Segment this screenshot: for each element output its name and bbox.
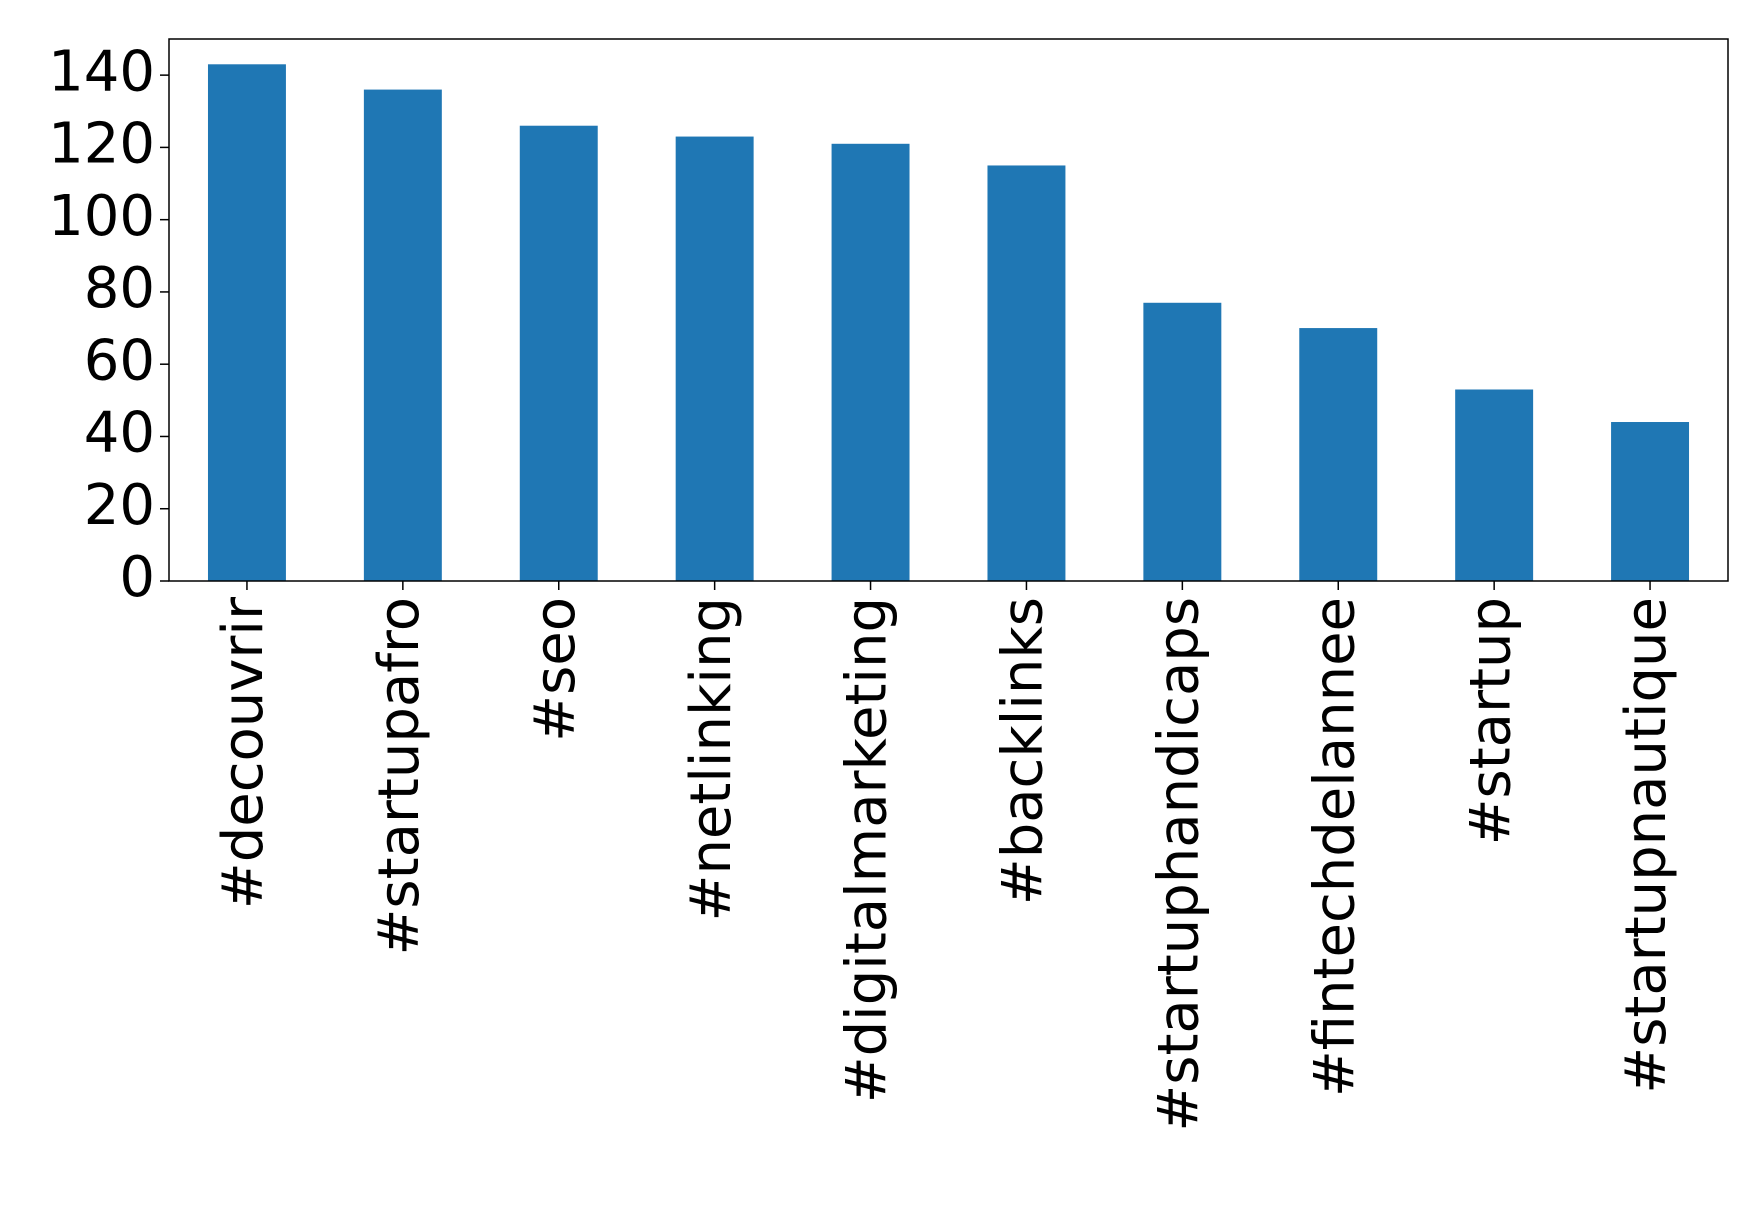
x-tick-label: #fintechdelannee [1302, 597, 1367, 1097]
bar [987, 165, 1066, 581]
bar [1299, 328, 1378, 581]
x-tick-label: #seo [523, 597, 588, 742]
bar [207, 64, 286, 581]
bar [1143, 302, 1222, 581]
y-tick-label: 140 [48, 39, 155, 104]
x-tick-label: #startup [1458, 597, 1523, 845]
x-tick-label: #startuphandicaps [1146, 597, 1211, 1132]
y-tick-label: 80 [84, 256, 155, 321]
plot-frame [168, 38, 1729, 582]
bar [1455, 389, 1534, 581]
bar [519, 125, 598, 581]
y-tick-label: 100 [48, 184, 155, 249]
bar [363, 89, 442, 581]
x-tick-label: #digitalmarketing [835, 597, 900, 1103]
x-tick-label: #startupafro [367, 597, 432, 955]
x-tick-label: #startupnautique [1614, 597, 1679, 1094]
x-tick-label: #decouvrir [211, 596, 276, 909]
y-tick-label: 20 [84, 473, 155, 538]
bar [1611, 422, 1690, 581]
y-tick-label: 40 [84, 401, 155, 466]
x-tick-label: #netlinking [679, 597, 744, 921]
bar [831, 143, 910, 581]
y-tick-label: 60 [84, 328, 155, 393]
y-tick-label: 120 [48, 112, 155, 177]
x-tick-label: #backlinks [991, 597, 1056, 905]
y-tick-label: 0 [119, 545, 155, 610]
bar [675, 136, 754, 581]
